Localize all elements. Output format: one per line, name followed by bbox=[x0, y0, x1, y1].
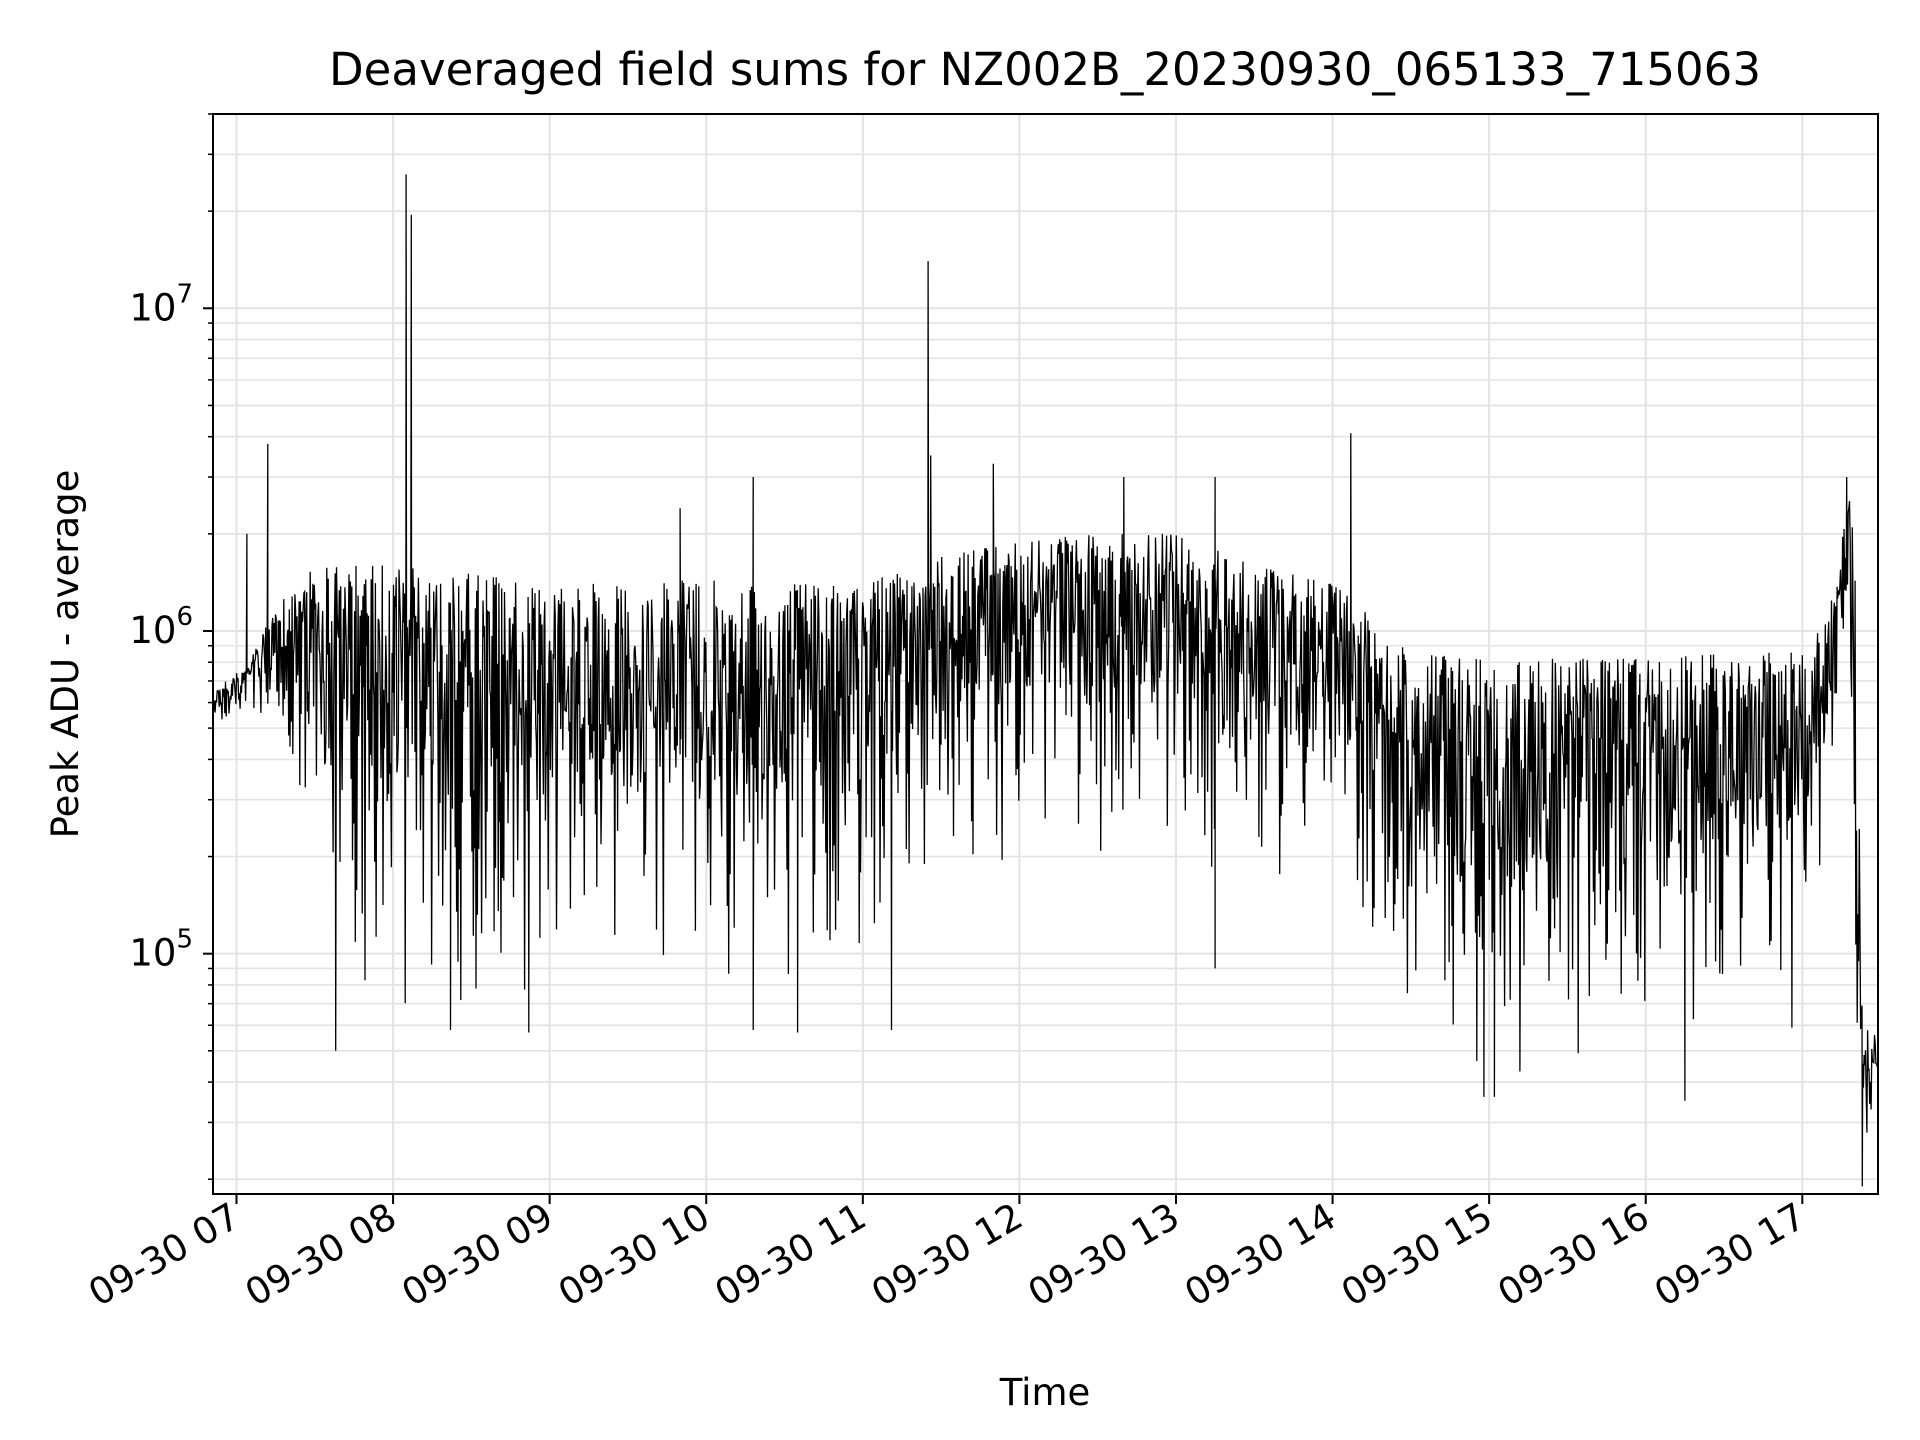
y-axis-label: Peak ADU - average bbox=[44, 470, 87, 839]
data-series bbox=[212, 174, 1879, 1187]
plot-frame bbox=[212, 113, 1879, 1195]
y-tick-label: 107 bbox=[129, 279, 193, 329]
y-tick-label: 105 bbox=[129, 925, 193, 975]
series-line bbox=[212, 174, 1879, 1187]
chart-title: Deaveraged field sums for NZ002B_2023093… bbox=[329, 43, 1761, 96]
x-axis-label: Time bbox=[999, 1371, 1091, 1414]
y-tick-label: 106 bbox=[129, 602, 193, 652]
